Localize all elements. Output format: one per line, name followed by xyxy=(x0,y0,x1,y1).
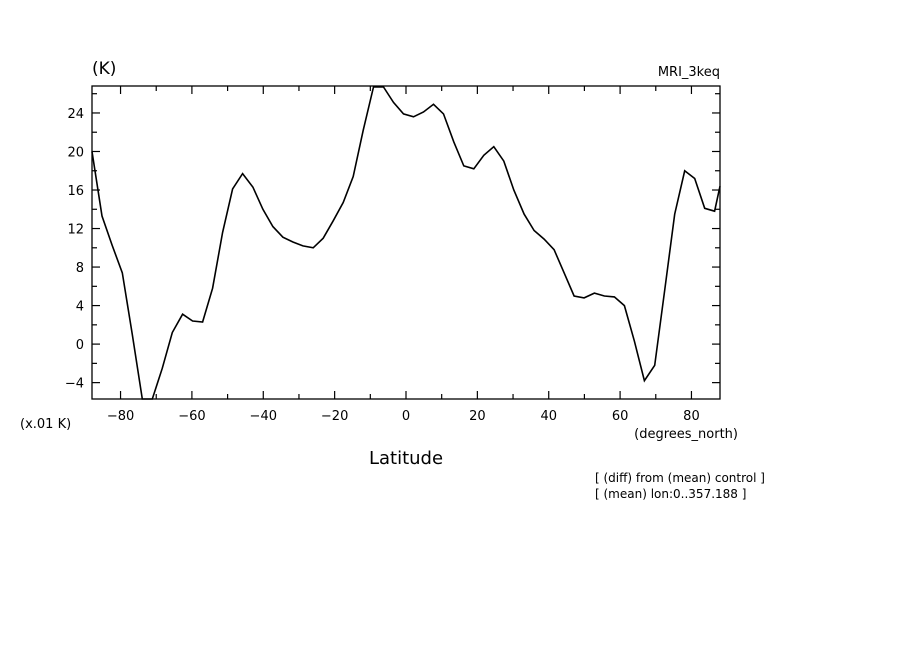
series-line xyxy=(91,86,721,400)
x-tick-label: 80 xyxy=(683,409,700,424)
tick-marks xyxy=(92,86,720,399)
y-tick-label: 20 xyxy=(67,145,84,160)
x-tick-label: −40 xyxy=(250,409,277,424)
x-tick-label: 20 xyxy=(469,409,486,424)
y-tick-label: 12 xyxy=(67,223,84,238)
y-tick-label: 4 xyxy=(76,300,84,315)
x-units-label: (degrees_north) xyxy=(634,427,738,442)
plot-frame xyxy=(91,85,721,400)
y-tick-label: 0 xyxy=(76,338,84,353)
x-tick-label: 0 xyxy=(402,409,410,424)
y-tick-label: 8 xyxy=(76,261,84,276)
x-tick-label: 60 xyxy=(612,409,629,424)
chart-title: MRI_3keq xyxy=(658,65,720,80)
scale-note: (x.01 K) xyxy=(20,417,71,432)
x-axis-label: Latitude xyxy=(369,448,443,469)
annotation-diff: [ (diff) from (mean) control ] xyxy=(595,471,765,485)
y-tick-label: 24 xyxy=(67,107,84,122)
annotation-mean: [ (mean) lon:0..357.188 ] xyxy=(595,487,746,501)
x-tick-label: −80 xyxy=(107,409,134,424)
x-tick-label: 40 xyxy=(540,409,557,424)
y-tick-label: 16 xyxy=(67,184,84,199)
y-tick-label: −4 xyxy=(65,377,84,392)
x-tick-label: −20 xyxy=(321,409,348,424)
units-label: (K) xyxy=(92,59,116,79)
x-tick-label: −60 xyxy=(178,409,205,424)
